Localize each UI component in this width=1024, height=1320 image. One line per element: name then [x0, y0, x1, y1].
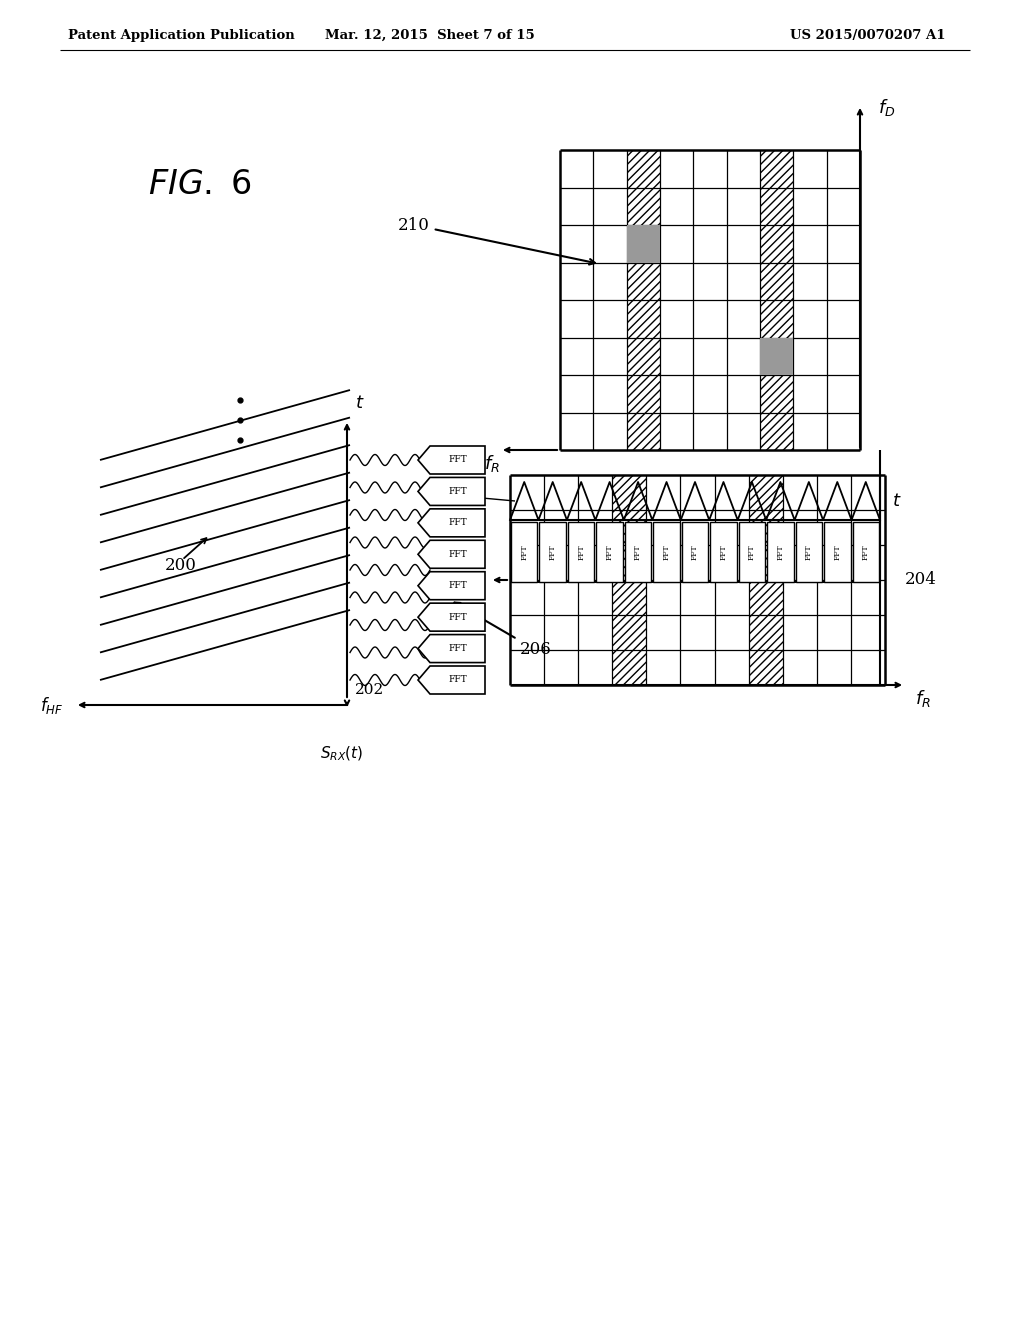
Text: US 2015/0070207 A1: US 2015/0070207 A1: [790, 29, 945, 41]
Bar: [682, 521, 709, 582]
Bar: [653, 521, 680, 582]
Text: FFT: FFT: [862, 544, 869, 560]
Text: FFT: FFT: [549, 544, 557, 560]
Polygon shape: [418, 446, 485, 474]
Text: FFT: FFT: [449, 676, 467, 685]
Text: 206: 206: [455, 602, 552, 659]
Text: FFT: FFT: [578, 544, 585, 560]
Text: FFT: FFT: [663, 544, 671, 560]
Text: Mar. 12, 2015  Sheet 7 of 15: Mar. 12, 2015 Sheet 7 of 15: [326, 29, 535, 41]
Text: FFT: FFT: [805, 544, 813, 560]
Bar: [627, 150, 660, 450]
Bar: [853, 521, 879, 582]
Text: FFT: FFT: [520, 544, 528, 560]
Bar: [760, 150, 794, 450]
Text: $f_R$: $f_R$: [484, 453, 500, 474]
Bar: [767, 521, 794, 582]
Text: FFT: FFT: [449, 519, 467, 528]
Bar: [625, 521, 651, 582]
Polygon shape: [418, 478, 485, 506]
Text: FFT: FFT: [834, 544, 842, 560]
Text: 204: 204: [905, 572, 937, 589]
Polygon shape: [418, 508, 485, 537]
Polygon shape: [418, 540, 485, 569]
Text: FFT: FFT: [748, 544, 756, 560]
Bar: [627, 224, 660, 263]
Text: $t$: $t$: [892, 492, 901, 510]
Text: FFT: FFT: [449, 455, 467, 465]
Text: FFT: FFT: [720, 544, 727, 560]
Text: FFT: FFT: [449, 487, 467, 496]
Bar: [738, 521, 765, 582]
Polygon shape: [418, 572, 485, 599]
Text: 200: 200: [165, 557, 197, 573]
Text: 208: 208: [426, 488, 455, 503]
Text: FFT: FFT: [634, 544, 642, 560]
Bar: [568, 521, 594, 582]
Bar: [540, 521, 566, 582]
Text: 202: 202: [355, 682, 384, 697]
Bar: [560, 150, 860, 450]
Text: Patent Application Publication: Patent Application Publication: [68, 29, 295, 41]
Bar: [510, 475, 885, 685]
Text: $\mathit{FIG.\ 6}$: $\mathit{FIG.\ 6}$: [148, 169, 252, 202]
Text: $f_R$: $f_R$: [915, 688, 931, 709]
Bar: [596, 521, 623, 582]
Text: $S_{RX}(t)$: $S_{RX}(t)$: [321, 744, 364, 763]
Text: FFT: FFT: [449, 612, 467, 622]
Text: FFT: FFT: [449, 581, 467, 590]
Polygon shape: [418, 667, 485, 694]
Bar: [711, 521, 736, 582]
Text: FFT: FFT: [691, 544, 699, 560]
Text: $f_D$: $f_D$: [878, 98, 895, 119]
Bar: [760, 338, 794, 375]
Polygon shape: [418, 635, 485, 663]
Bar: [796, 521, 822, 582]
Text: FFT: FFT: [605, 544, 613, 560]
Text: FFT: FFT: [449, 550, 467, 558]
Bar: [612, 475, 646, 685]
Bar: [749, 475, 782, 685]
Bar: [511, 521, 538, 582]
Text: $t$: $t$: [355, 393, 365, 412]
Polygon shape: [418, 603, 485, 631]
Text: 210: 210: [398, 216, 595, 264]
Text: FFT: FFT: [776, 544, 784, 560]
Text: $f_{HF}$: $f_{HF}$: [40, 694, 63, 715]
Bar: [824, 521, 851, 582]
Text: FFT: FFT: [449, 644, 467, 653]
